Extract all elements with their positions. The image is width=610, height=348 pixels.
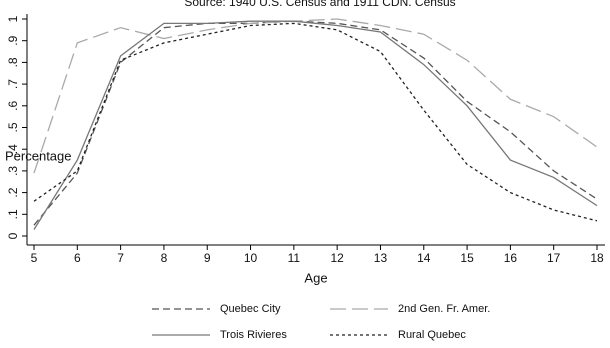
x-tick-label: 18: [590, 251, 604, 265]
y-tick-label: .1: [6, 209, 20, 219]
y-axis-label: Percentage: [5, 148, 72, 163]
y-tick-label: .6: [6, 100, 20, 110]
x-tick-label: 13: [374, 251, 388, 265]
x-tick-label: 17: [547, 251, 561, 265]
x-tick-label: 14: [417, 251, 431, 265]
series-line: [33, 18, 598, 174]
x-tick-label: 7: [117, 251, 124, 265]
y-tick-label: 1: [6, 15, 20, 22]
x-tick-label: 9: [204, 251, 211, 265]
legend-label: Trois Rivieres: [220, 329, 287, 341]
x-axis-label: Age: [304, 270, 327, 285]
y-tick-label: .3: [6, 166, 20, 176]
chart-title: Source: 1940 U.S. Census and 1911 CDN. C…: [184, 0, 455, 9]
y-tick-label: .5: [6, 122, 20, 132]
x-tick-label: 12: [330, 251, 344, 265]
series-line: [33, 20, 598, 226]
y-tick-label: 0: [6, 232, 20, 239]
x-tick-label: 10: [244, 251, 258, 265]
y-tick-label: .9: [6, 35, 20, 45]
x-tick-label: 16: [504, 251, 518, 265]
y-tick-label: .8: [6, 57, 20, 67]
x-tick-label: 11: [288, 251, 301, 265]
x-tick-label: 8: [161, 251, 168, 265]
y-tick-label: .7: [6, 79, 20, 89]
x-tick-label: 5: [31, 251, 38, 265]
legend-label: Rural Quebec: [398, 329, 466, 341]
x-tick-label: 6: [74, 251, 81, 265]
y-tick-label: .4: [6, 144, 20, 154]
y-tick-label: .2: [6, 187, 20, 197]
legend-label: 2nd Gen. Fr. Amer.: [398, 303, 490, 315]
series-line: [33, 20, 598, 230]
legend-label: Quebec City: [220, 303, 281, 315]
x-tick-label: 15: [460, 251, 474, 265]
